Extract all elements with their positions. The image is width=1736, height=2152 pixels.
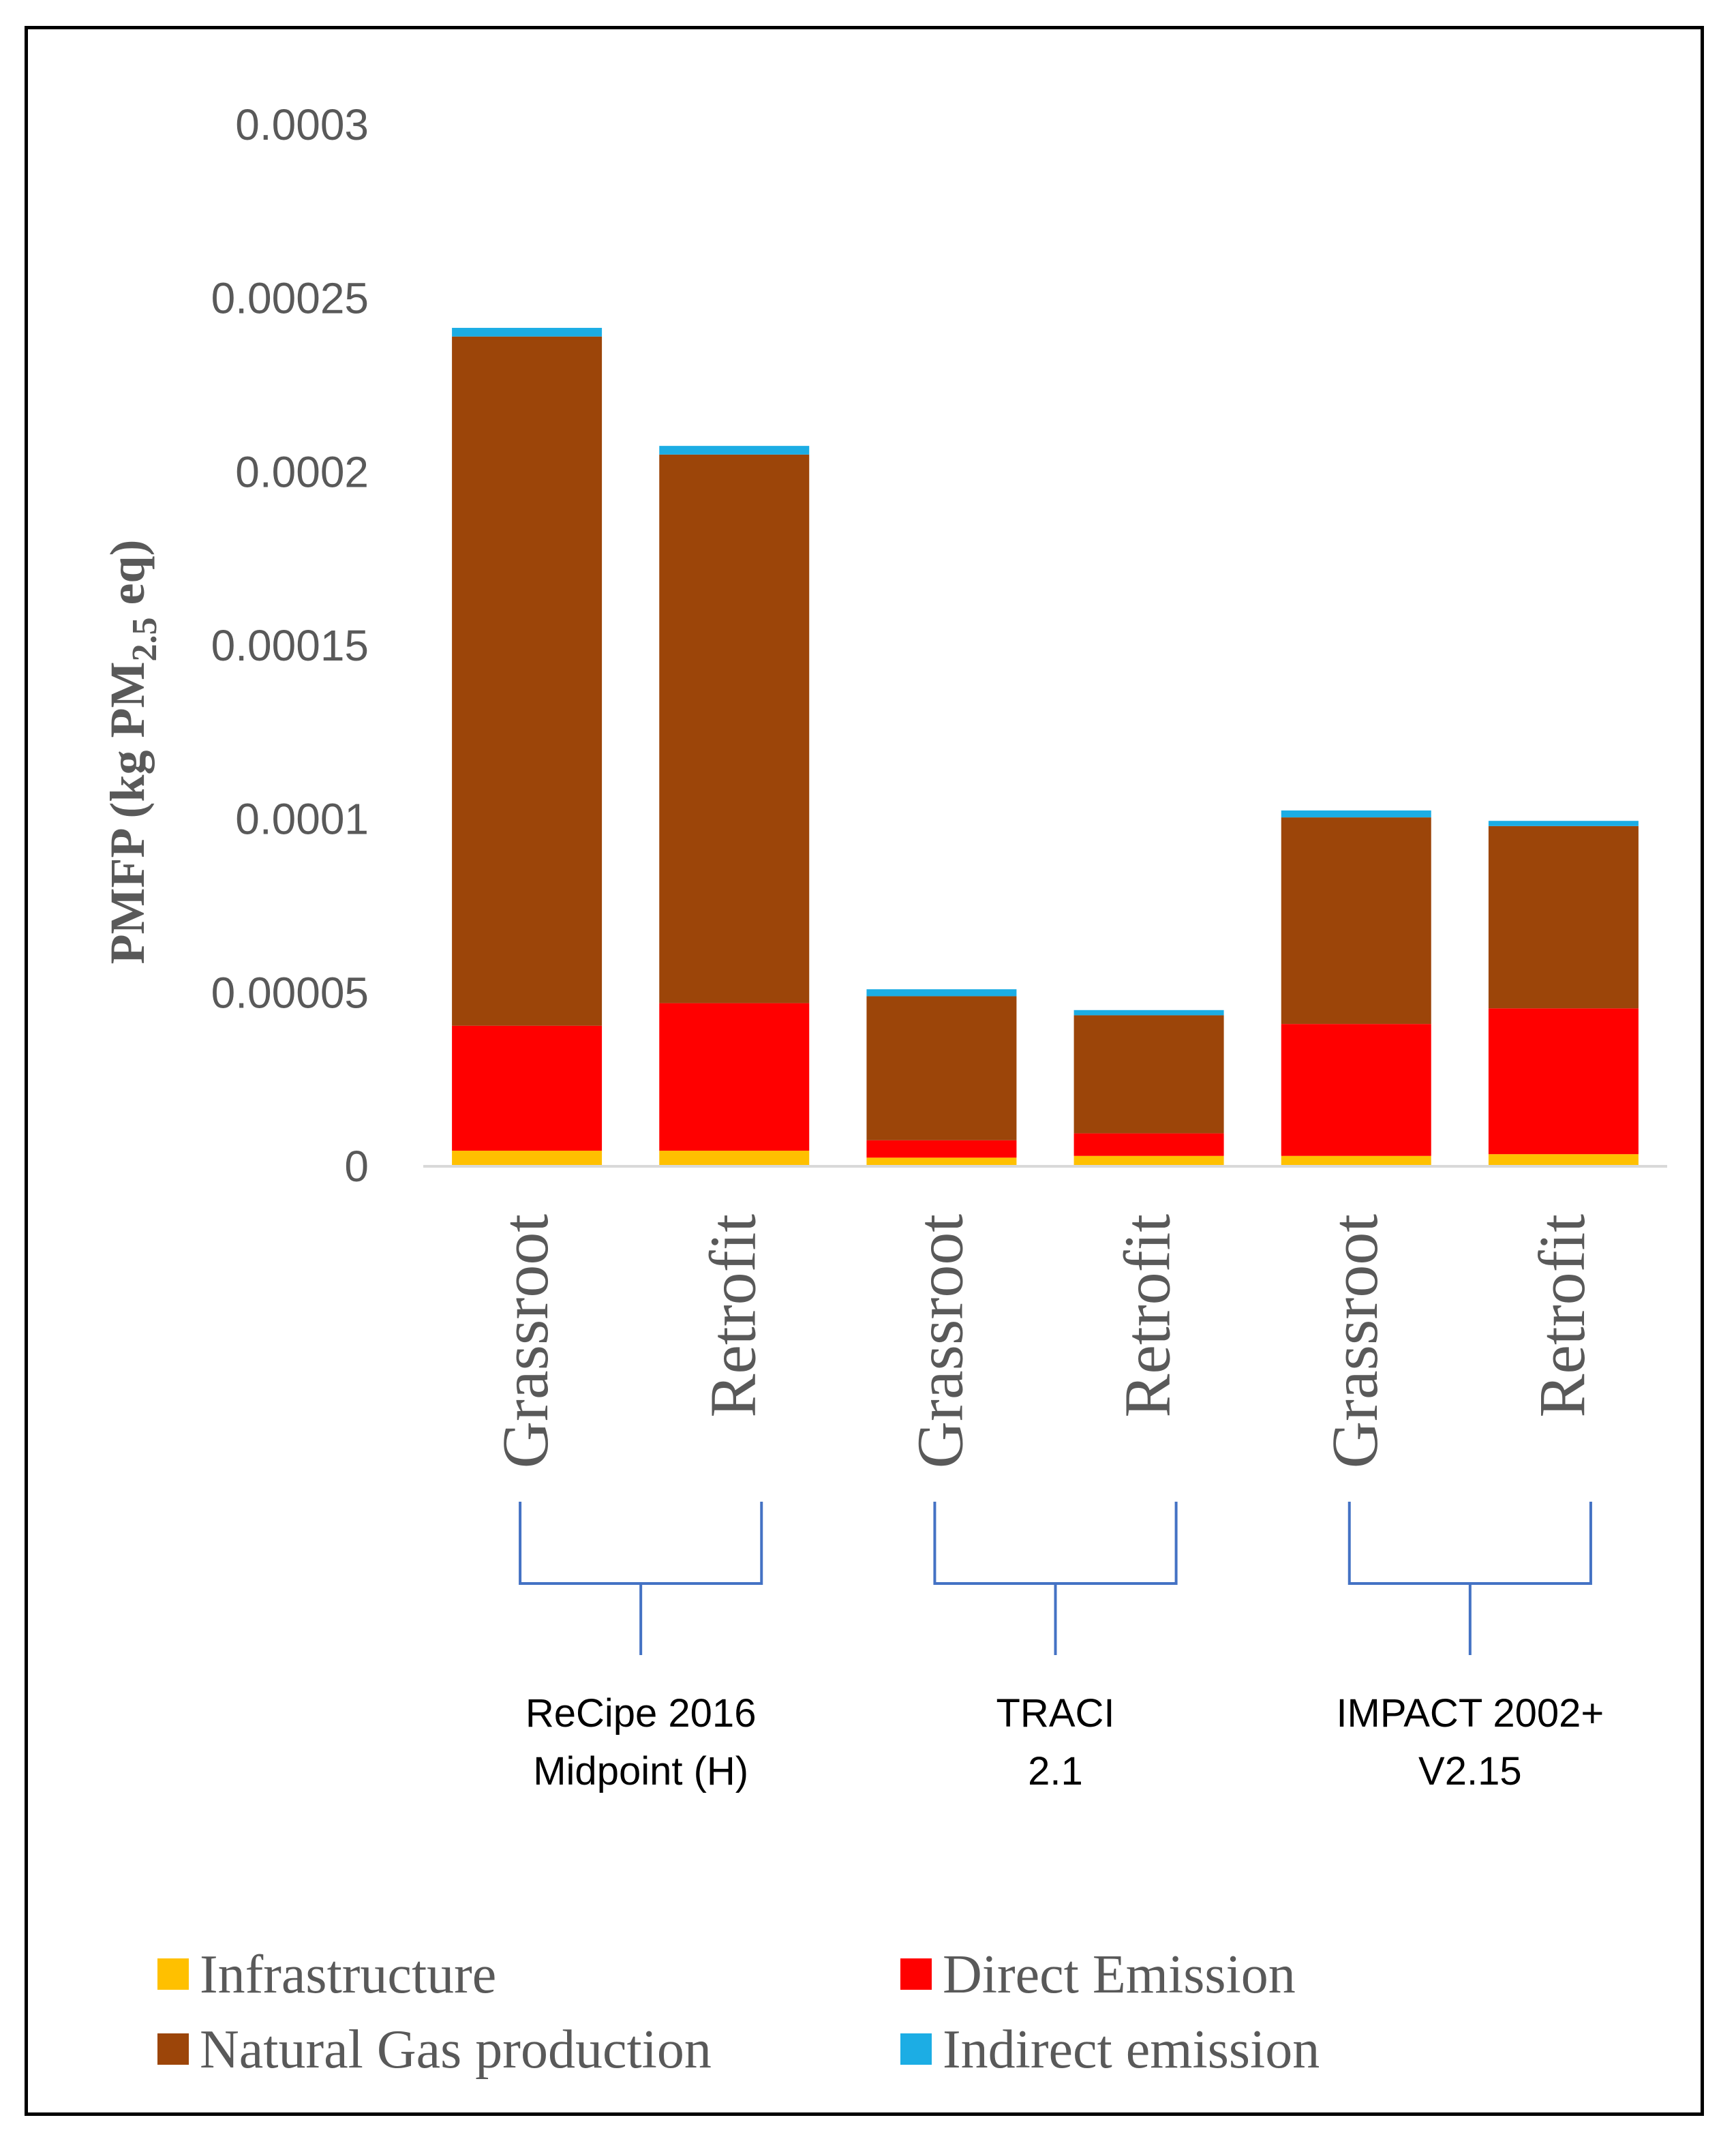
y-tick-label: 0.00015 bbox=[211, 621, 369, 670]
bar-segment bbox=[1281, 1024, 1431, 1156]
legend-item: Natural Gas production bbox=[157, 2020, 712, 2080]
legend-label: Infrastructure bbox=[200, 1945, 496, 2005]
bar-segment bbox=[1488, 1154, 1639, 1166]
legend-swatch bbox=[157, 2033, 189, 2065]
legend-item: Direct Emission bbox=[900, 1945, 1296, 2005]
bar-segment bbox=[866, 996, 1017, 1140]
legend-label: Natural Gas production bbox=[200, 2020, 712, 2080]
legend-label: Direct Emission bbox=[943, 1945, 1296, 2005]
group-brackets bbox=[519, 1502, 1592, 1655]
bar-segment bbox=[1281, 1155, 1431, 1166]
y-tick-label: 0.00025 bbox=[211, 274, 369, 323]
y-axis-label: PMFP (kg PM2.5 eq) bbox=[100, 540, 164, 965]
x-tick-label: Retrofit bbox=[696, 1214, 769, 1418]
x-tick-label: Grassroot bbox=[489, 1214, 562, 1469]
y-tick-label: 0.0003 bbox=[235, 100, 369, 149]
group-bracket bbox=[933, 1502, 1178, 1655]
bar-segment bbox=[1281, 817, 1431, 1025]
group-label-line: IMPACT 2002+ bbox=[1336, 1691, 1604, 1736]
bar-segment bbox=[452, 336, 603, 1026]
bar-segment bbox=[1073, 1015, 1224, 1134]
group-bracket bbox=[1347, 1502, 1592, 1655]
bar-segment bbox=[659, 446, 810, 455]
x-tick-label: Grassroot bbox=[1318, 1214, 1391, 1469]
group-label-line: Midpoint (H) bbox=[533, 1749, 748, 1793]
bar-segment bbox=[1281, 810, 1431, 818]
legend-label: Indirect emission bbox=[943, 2020, 1320, 2080]
bar-segment bbox=[452, 327, 603, 337]
x-tick-label: Retrofit bbox=[1111, 1214, 1184, 1418]
legend-item: Infrastructure bbox=[157, 1945, 496, 2005]
bar-segment bbox=[659, 1003, 810, 1151]
legend: Infrastructure Direct Emission Natural Gas… bbox=[157, 1945, 1320, 2080]
bar-segment bbox=[1488, 1008, 1639, 1155]
bar-segment bbox=[659, 454, 810, 1003]
group-labels: ReCipe 2016 Midpoint (H) TRACI 2.1 IMPACT 20… bbox=[526, 1691, 1604, 1793]
x-axis-ticks: Grassroot Retrofit Grassroot Retrofit Grassr… bbox=[489, 1214, 1598, 1469]
bar-segment bbox=[1073, 1010, 1224, 1016]
bar-segment bbox=[452, 1025, 603, 1151]
y-tick-label: 0 bbox=[344, 1142, 369, 1191]
y-tick-label: 0.0002 bbox=[235, 447, 369, 496]
group-label-line: V2.15 bbox=[1418, 1749, 1522, 1793]
group-bracket bbox=[519, 1502, 763, 1655]
bar-segment bbox=[1073, 1155, 1224, 1166]
bar-segment bbox=[1073, 1133, 1224, 1156]
bar-segment bbox=[659, 1151, 810, 1166]
bar-segment bbox=[452, 1151, 603, 1166]
x-tick-label: Retrofit bbox=[1525, 1214, 1598, 1418]
bar-segment bbox=[866, 989, 1017, 997]
legend-swatch bbox=[900, 2033, 932, 2065]
bar-segment bbox=[866, 1140, 1017, 1158]
legend-item: Indirect emission bbox=[900, 2020, 1320, 2080]
group-label-line: ReCipe 2016 bbox=[526, 1691, 757, 1736]
legend-swatch bbox=[157, 1958, 189, 1990]
bar-segment bbox=[1488, 821, 1639, 826]
group-label-line: TRACI bbox=[996, 1691, 1115, 1736]
y-tick-label: 0.00005 bbox=[211, 968, 369, 1017]
bar-segment bbox=[1488, 825, 1639, 1009]
bar-segment bbox=[866, 1157, 1017, 1166]
y-axis-ticks: 0 0.00005 0.0001 0.00015 0.0002 0.00025 0.0003 bbox=[211, 100, 369, 1191]
x-tick-label: Grassroot bbox=[903, 1214, 976, 1469]
stacked-bar-chart: 0 0.00005 0.0001 0.00015 0.0002 0.00025 0.0003… bbox=[100, 100, 1667, 2080]
legend-swatch bbox=[900, 1958, 932, 1990]
group-label-line: 2.1 bbox=[1028, 1749, 1083, 1793]
chart-frame: 0 0.00005 0.0001 0.00015 0.0002 0.00025 0.0003… bbox=[25, 26, 1704, 2116]
y-tick-label: 0.0001 bbox=[235, 795, 369, 844]
bar-series bbox=[452, 327, 1639, 1166]
